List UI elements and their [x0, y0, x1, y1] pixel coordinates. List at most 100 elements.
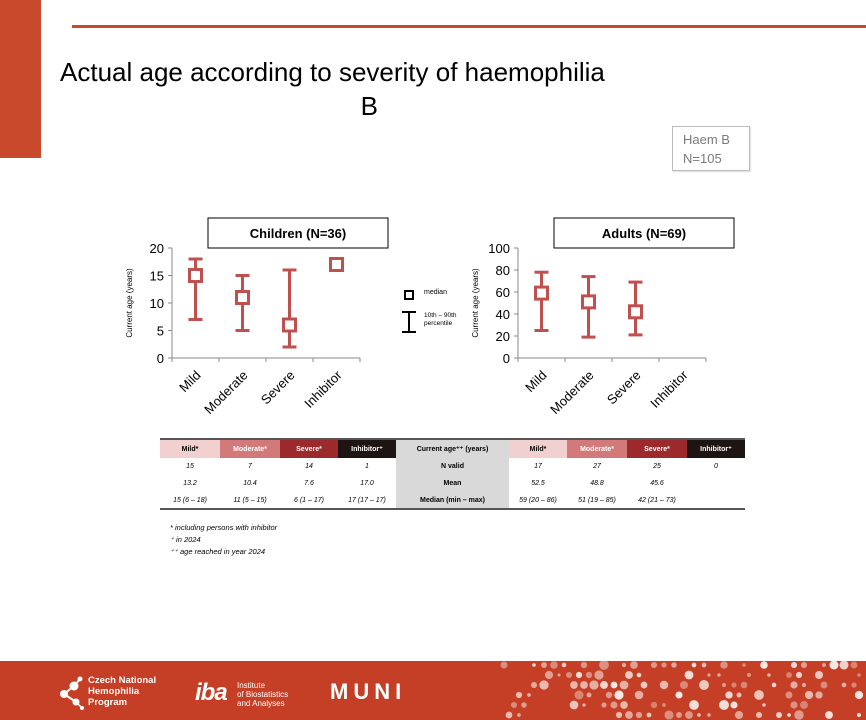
- decor-dot: [740, 681, 748, 689]
- decor-dot: [634, 690, 644, 700]
- decor-dot: [755, 711, 763, 719]
- decor-dot: [530, 681, 538, 689]
- decor-dot: [684, 670, 694, 680]
- decor-dot: [532, 663, 536, 667]
- decor-dot: [610, 681, 618, 689]
- children-chart: Children (N=36) 0 5 10 15 20 Current age (year…: [125, 217, 389, 417]
- decor-dot: [580, 661, 588, 669]
- decor-dot: [570, 681, 578, 689]
- cnhp-line1: Czech National: [88, 675, 157, 686]
- th-left-severe: Severe*: [280, 438, 338, 458]
- footnote: * including persons with inhibitor: [170, 523, 278, 532]
- cell: 42 (21 – 73): [627, 492, 687, 510]
- cell: 0: [714, 463, 718, 470]
- decor-dot: [615, 711, 623, 719]
- decor-dot: [815, 691, 823, 699]
- y-tick-label: 60: [496, 285, 510, 300]
- table-header-row: Mild* Moderate* Severe* Inhibitor⁺ Curre…: [160, 438, 745, 458]
- adults-chart: Adults (N=69) 0 20 40 60 80 100 Current age (ye…: [471, 217, 735, 417]
- decor-dot: [790, 661, 798, 669]
- decor-dot: [517, 713, 521, 717]
- median-marker: [534, 285, 549, 301]
- decor-dot: [575, 671, 583, 679]
- cell: 52.5: [531, 480, 545, 487]
- category-label: Severe: [604, 368, 644, 408]
- decor-dot: [742, 663, 746, 667]
- range-mark: [628, 280, 643, 337]
- decor-dot: [707, 713, 711, 717]
- decor-dot: [771, 682, 777, 688]
- decor-dot: [707, 673, 711, 677]
- iba-line2: of Biostatistics: [237, 690, 289, 699]
- decor-dot: [762, 703, 766, 707]
- decor-dot: [820, 681, 828, 689]
- decor-dot: [500, 661, 508, 669]
- decor-dot: [561, 662, 567, 668]
- decor-dot: [775, 711, 783, 719]
- chart-title: Children (N=36): [250, 226, 346, 241]
- age-summary-table: Mild* Moderate* Severe* Inhibitor⁺ Curre…: [160, 438, 745, 510]
- decor-dot: [730, 701, 738, 709]
- haem-b-count-box: Haem B N=105: [672, 126, 750, 171]
- decor-dot: [505, 711, 513, 719]
- cell: 11 (5 – 15): [220, 492, 280, 510]
- cell: 7: [248, 463, 252, 470]
- decor-dot: [527, 693, 531, 697]
- iba-logo-mark: iba: [195, 679, 228, 706]
- median-marker: [581, 294, 596, 310]
- y-tick-label: 40: [496, 307, 510, 322]
- left-accent-bar: [0, 0, 41, 158]
- decor-dot: [541, 662, 547, 668]
- legend-range-line1: 10th – 90th: [424, 312, 457, 319]
- decor-dot: [675, 691, 683, 699]
- decor-dot: [635, 711, 643, 719]
- cell: 17.0: [360, 480, 374, 487]
- chart-title-box: [553, 217, 735, 249]
- th-left-mild: Mild*: [160, 438, 220, 458]
- muni-logo: MUNI: [330, 679, 407, 704]
- y-tick-label: 20: [150, 241, 164, 256]
- decor-dot: [515, 691, 523, 699]
- iba-line3: and Analyses: [237, 699, 285, 708]
- median-marker: [628, 304, 643, 320]
- decor-dot: [814, 670, 824, 680]
- cell: [687, 475, 745, 492]
- decor-dot: [589, 680, 599, 690]
- decor-dot: [659, 680, 669, 690]
- decor-dot: [586, 692, 592, 698]
- decor-dot: [630, 661, 638, 669]
- decor-dot: [829, 661, 839, 670]
- chart-title-box: [207, 217, 389, 249]
- decor-dot: [569, 700, 579, 710]
- decor-dot: [699, 680, 709, 690]
- cell: 15 (6 – 18): [160, 492, 220, 510]
- decor-dot: [851, 682, 857, 688]
- decor-dot: [760, 661, 768, 669]
- decor-dot: [539, 680, 549, 690]
- decor-dot: [646, 712, 652, 718]
- decor-dot: [804, 690, 814, 700]
- row-label: Mean: [396, 475, 509, 492]
- decor-dot: [661, 662, 667, 668]
- range-mark: [282, 268, 297, 349]
- decor-dot: [600, 681, 608, 689]
- decor-dot: [621, 662, 627, 668]
- decor-dot: [717, 673, 721, 677]
- decor-dot: [697, 713, 701, 717]
- decor-dot: [800, 701, 808, 709]
- decor-dot: [664, 710, 674, 720]
- decor-dot: [800, 661, 808, 669]
- haem-box-line1: Haem B: [683, 132, 730, 147]
- decor-dot: [786, 672, 792, 678]
- decor-dot: [605, 691, 613, 699]
- iba-logo-text: Institute of Biostatistics and Analyses: [237, 681, 288, 708]
- decor-dot: [787, 713, 791, 717]
- decor-dot: [754, 690, 764, 700]
- cell: 59 (20 – 86): [509, 492, 567, 510]
- decor-dot: [619, 680, 629, 690]
- decor-dot: [691, 662, 697, 668]
- y-axis-label: Current age (years): [125, 268, 134, 338]
- decor-dot: [731, 682, 737, 688]
- decor-dot: [719, 700, 729, 710]
- page-title: Actual age according to severity of haem…: [60, 55, 700, 123]
